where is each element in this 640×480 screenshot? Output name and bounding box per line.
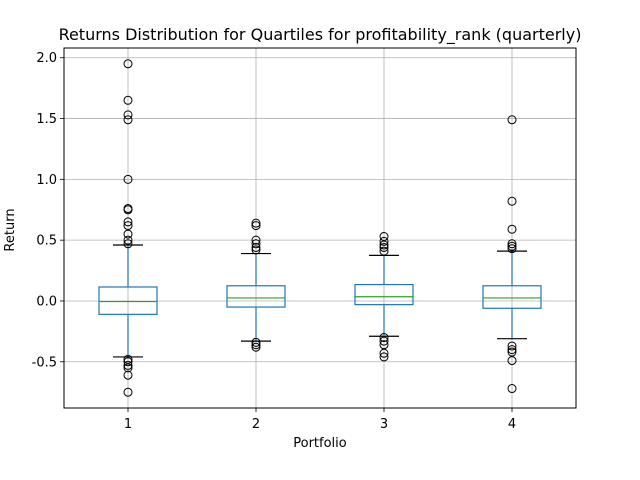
outlier-point <box>379 240 389 250</box>
outlier-point <box>507 244 517 254</box>
outlier-point <box>251 221 261 231</box>
box-layer <box>98 59 542 397</box>
outlier-point <box>123 229 133 239</box>
y-tick-label: -0.5 <box>32 355 57 370</box>
iqr-box <box>226 285 286 308</box>
outlier-point <box>507 345 517 355</box>
y-axis-label: Return <box>3 208 18 251</box>
outlier-point <box>251 235 261 245</box>
box-group-4 <box>482 115 542 394</box>
outlier-point <box>507 115 517 125</box>
outlier-point <box>379 336 389 346</box>
x-tick-label: 2 <box>252 417 260 432</box>
outlier-point <box>251 245 261 255</box>
x-axis-label: Portfolio <box>293 436 347 451</box>
outlier-point <box>379 232 389 242</box>
box-group-2 <box>226 218 286 352</box>
y-tick-label: 1.5 <box>36 112 57 127</box>
outlier-point <box>123 235 133 245</box>
outlier-point <box>507 347 517 357</box>
y-tick-label: 1.0 <box>36 173 57 188</box>
outlier-point <box>123 357 133 367</box>
iqr-box <box>354 283 414 306</box>
tick-layer: -0.5 0.0 0.5 1.0 1.5 2.0 1 2 3 4 <box>32 51 517 432</box>
outlier-point <box>379 352 389 362</box>
axes-frame <box>63 47 577 409</box>
iqr-box <box>98 286 158 315</box>
outlier-point <box>379 332 389 342</box>
x-tick-label: 4 <box>508 417 516 432</box>
x-tick-label: 3 <box>380 417 388 432</box>
iqr-box <box>482 285 542 309</box>
box-group-1 <box>98 59 158 397</box>
outlier-point <box>507 239 517 249</box>
y-tick-label: 0.5 <box>36 234 57 249</box>
outlier-point <box>379 340 389 350</box>
outlier-point <box>123 174 133 184</box>
outlier-point <box>123 115 133 125</box>
outlier-point <box>251 342 261 352</box>
outlier-point <box>379 236 389 246</box>
outlier-point <box>507 384 517 394</box>
outlier-point <box>123 110 133 120</box>
outlier-point <box>379 242 389 252</box>
chart-title: Returns Distribution for Quartiles for p… <box>59 25 582 45</box>
outlier-point <box>507 196 517 206</box>
outlier-point <box>507 224 517 234</box>
outlier-point <box>251 337 261 347</box>
outlier-point <box>507 341 517 351</box>
outlier-point <box>251 340 261 350</box>
outlier-point <box>123 360 133 370</box>
outlier-point <box>507 356 517 366</box>
outlier-point <box>123 217 133 227</box>
outlier-point <box>507 241 517 251</box>
outlier-point <box>123 59 133 69</box>
outlier-point <box>379 348 389 358</box>
outlier-point <box>251 239 261 249</box>
outlier-point <box>251 242 261 252</box>
outlier-point <box>379 246 389 256</box>
outlier-point <box>123 221 133 231</box>
box-group-3 <box>354 232 414 362</box>
x-tick-label: 1 <box>124 417 132 432</box>
y-tick-label: 2.0 <box>36 51 57 66</box>
outlier-point <box>123 354 133 364</box>
outlier-point <box>123 363 133 373</box>
y-tick-label: 0.0 <box>36 294 57 309</box>
outlier-point <box>123 95 133 105</box>
outlier-point <box>123 370 133 380</box>
outlier-point <box>123 239 133 249</box>
outlier-point <box>123 387 133 397</box>
outlier-point <box>123 205 133 215</box>
outlier-point <box>251 218 261 228</box>
